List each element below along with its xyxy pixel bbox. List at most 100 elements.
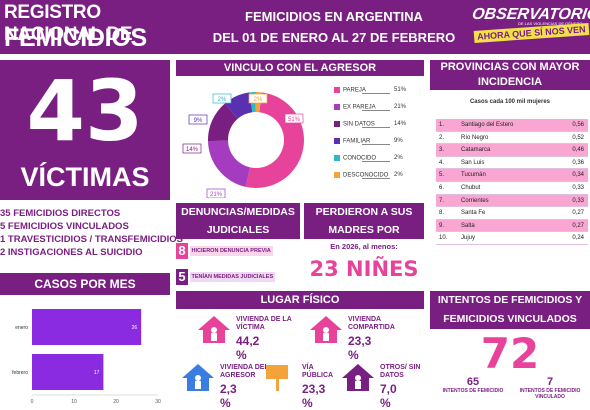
provincia-value: 0,36 [572,159,584,166]
legend-value: 51% [394,87,407,93]
legend-label: CONOCIDO [343,155,376,162]
provincia-rank: 6. [439,184,445,191]
legend-swatch [334,87,340,93]
x-tick-label: 10 [71,399,77,405]
x-tick-label: 0 [31,399,34,405]
provincia-value: 0,27 [572,222,584,229]
lugar-label-1: VIVIENDA DE LA [236,316,292,323]
title-banner: REGISTRO NACIONAL DE FEMICIDIOS 2026 [0,0,202,81]
legend-label: DESCONOCIDO [343,172,389,179]
legend-entry: SIN DATOS 14% [334,121,406,128]
provincia-row: 4. San Luis 0,36 [436,156,588,170]
title-line-1: REGISTRO NACIONAL DE [4,2,133,45]
logo-tag: AHORA QUE SÍ NOS VEN [473,23,589,43]
date-banner: FEMICIDIOS EN ARGENTINA DEL 01 DE ENERO … [202,0,466,54]
slice-label-box [188,114,208,125]
legend-value: 9% [394,138,403,144]
provincia-value: 0,34 [572,172,584,179]
provincia-row: 2. Río Negro 0,52 [436,131,588,145]
slice-label: 9% [194,118,203,124]
intentos-title: INTENTOS DE FEMICIDIOS Y FEMICIDIOS VINC… [430,291,590,329]
title-line-2: FEMICIDIOS 2026 [4,24,147,81]
provincia-name: Santiago del Estero [461,122,514,128]
denuncias-title-1: DENUNCIAS/MEDIDAS [181,206,295,218]
intentos-title-1: INTENTOS DE FEMICIDIOS Y [437,294,583,306]
provincia-rank: 5. [439,172,445,179]
breakdown-item: 2 INSTIGACIONES AL SUICIDIO [0,247,143,258]
victims-count: 43 [26,62,144,160]
slice-label-box [182,143,202,154]
denuncia-item: 8 HICIERON DENUNCIA PREVIA [176,243,300,259]
intentos-vinculado-num: 7 [546,376,554,388]
provincia-name: San Luis [461,159,485,166]
slice-label: 2% [218,97,227,103]
legend-entry: EX PAREJA 21% [334,104,406,111]
legend-label: SIN DATOS [343,121,375,128]
provincia-row: 6. Chubut 0,33 [436,181,588,195]
donut-slice [208,140,251,187]
provincia-row: 1. Santiago del Estero 0,56 [436,119,588,132]
x-tick-label: 30 [155,399,161,405]
intentos-vinculado: 7 INTENTOS DE FEMICIDIO VINCULADO [515,376,585,400]
legend-entry: CONOCIDO 2% [334,155,403,162]
intentos-title-2: FEMICIDIOS VINCULADOS [443,313,577,325]
madres-value: 23 NIÑES [309,257,419,281]
provincia-rank: 8. [439,210,445,217]
breakdown-item: 5 FEMICIDIOS VINCULADOS [0,221,129,232]
provincia-rank: 2. [439,134,445,141]
vinculo-title: VINCULO CON EL AGRESOR [176,60,424,76]
month-bar [32,354,104,390]
legend-leader [362,161,390,162]
denuncia-count: 8 [176,243,188,259]
vinculo-donut: 51% 21% 14% 9% 2% 2% [182,92,304,199]
lugar-percent: 2,3 % [220,382,237,410]
provincia-rank: 10. [439,235,448,242]
provincia-value: 0,52 [572,134,584,141]
month-label: febrero [12,370,28,376]
intentos-vinculado-label-1: INTENTOS DE FEMICIDIO [519,388,581,394]
month-value: 17 [94,370,100,376]
lugar-label-1: VIVIENDA DEL [220,364,269,371]
intentos-vinculado-label-2: VINCULADO [535,394,565,400]
months-chart: enero 26 febrero 17 0 10 20 30 [12,309,161,405]
observatorio-logo: OBSERVATORIO DE LAS VIOLENCIAS DE GÉNERO… [466,0,590,54]
vinculo-panel: 51% 21% 14% 9% 2% 2% PAREJA 51% EX PAREJA 21% SIN… [176,78,424,199]
madres-subtitle: En 2026, al menos: [330,242,398,251]
provincia-value: 0,33 [572,197,584,204]
legend-swatch [334,172,340,178]
slice-label: 21% [210,192,223,198]
month-value: 26 [132,325,138,331]
legend-label: PAREJA [343,87,366,94]
legend-swatch [334,121,340,127]
victims-breakdown: 35 FEMICIDIOS DIRECTOS 5 FEMICIDIOS VINC… [0,207,183,259]
lugar-title: LUGAR FÍSICO [176,291,424,309]
madres-title-1: PERDIERON A SUS [315,206,413,218]
denuncia-text: HICIERON DENUNCIA PREVIA [189,246,273,257]
provincias-title-2: INCIDENCIA [477,76,543,88]
provincia-value: 0,24 [572,235,584,242]
provincia-rank: 7. [439,197,445,204]
provincias-subtitle: Casos cada 100 mil mujeres [469,99,551,105]
logo-small: DE LAS VIOLENCIAS DE GÉNERO [518,21,583,26]
slice-label-box [284,113,304,124]
provincia-name: Jujuy [461,235,476,242]
legend-leader [362,93,390,94]
victims-box: 43 VÍCTIMAS [0,60,170,200]
legend-label: FAMILIAR [343,138,371,145]
breakdown-item: 35 FEMICIDIOS DIRECTOS [0,208,121,219]
provincias-title-1: PROVINCIAS CON MAYOR [440,61,580,73]
medida-item: 5 TENÍAN MEDIDAS JUDICIALES [176,269,300,285]
provincia-name: Tucumán [461,172,486,179]
slice-label-box [248,93,268,104]
victims-label: VÍCTIMAS [20,162,150,192]
legend-leader [362,144,390,145]
lugar-label-1: OTROS/ SIN [380,364,421,371]
provincias-table: 1. Santiago del Estero 0,56 2. Río Negro 0,52… [436,119,588,245]
legend-value: 2% [394,172,403,178]
months-title: CASOS POR MES [0,273,170,295]
slice-label: 51% [288,117,301,123]
provincia-name: Catamarca [461,147,491,154]
lugar-percent: 7,0 % [380,382,397,410]
lugar-label-2: COMPARTIDA [348,324,395,331]
legend-entry: DESCONOCIDO 2% [334,172,403,179]
